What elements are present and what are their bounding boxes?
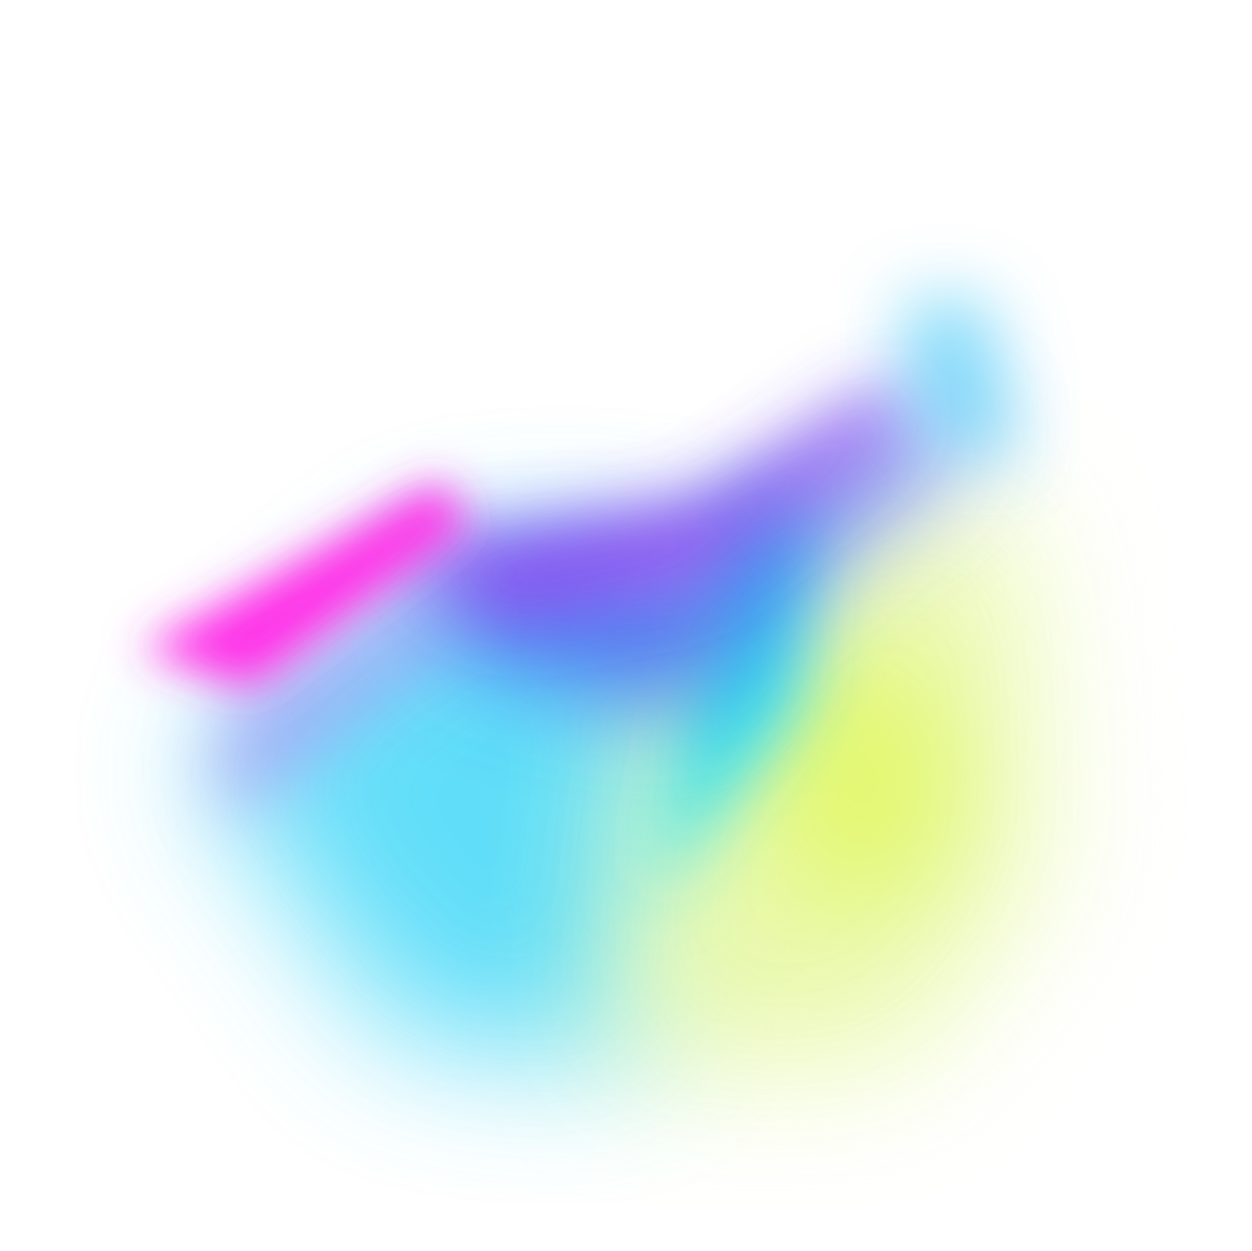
magenta-band (140, 480, 470, 690)
purple-band (390, 385, 905, 625)
blue-mass (430, 420, 980, 710)
yellow-core (770, 660, 950, 900)
violet-streak (210, 585, 465, 820)
top-cyan (900, 300, 1020, 460)
